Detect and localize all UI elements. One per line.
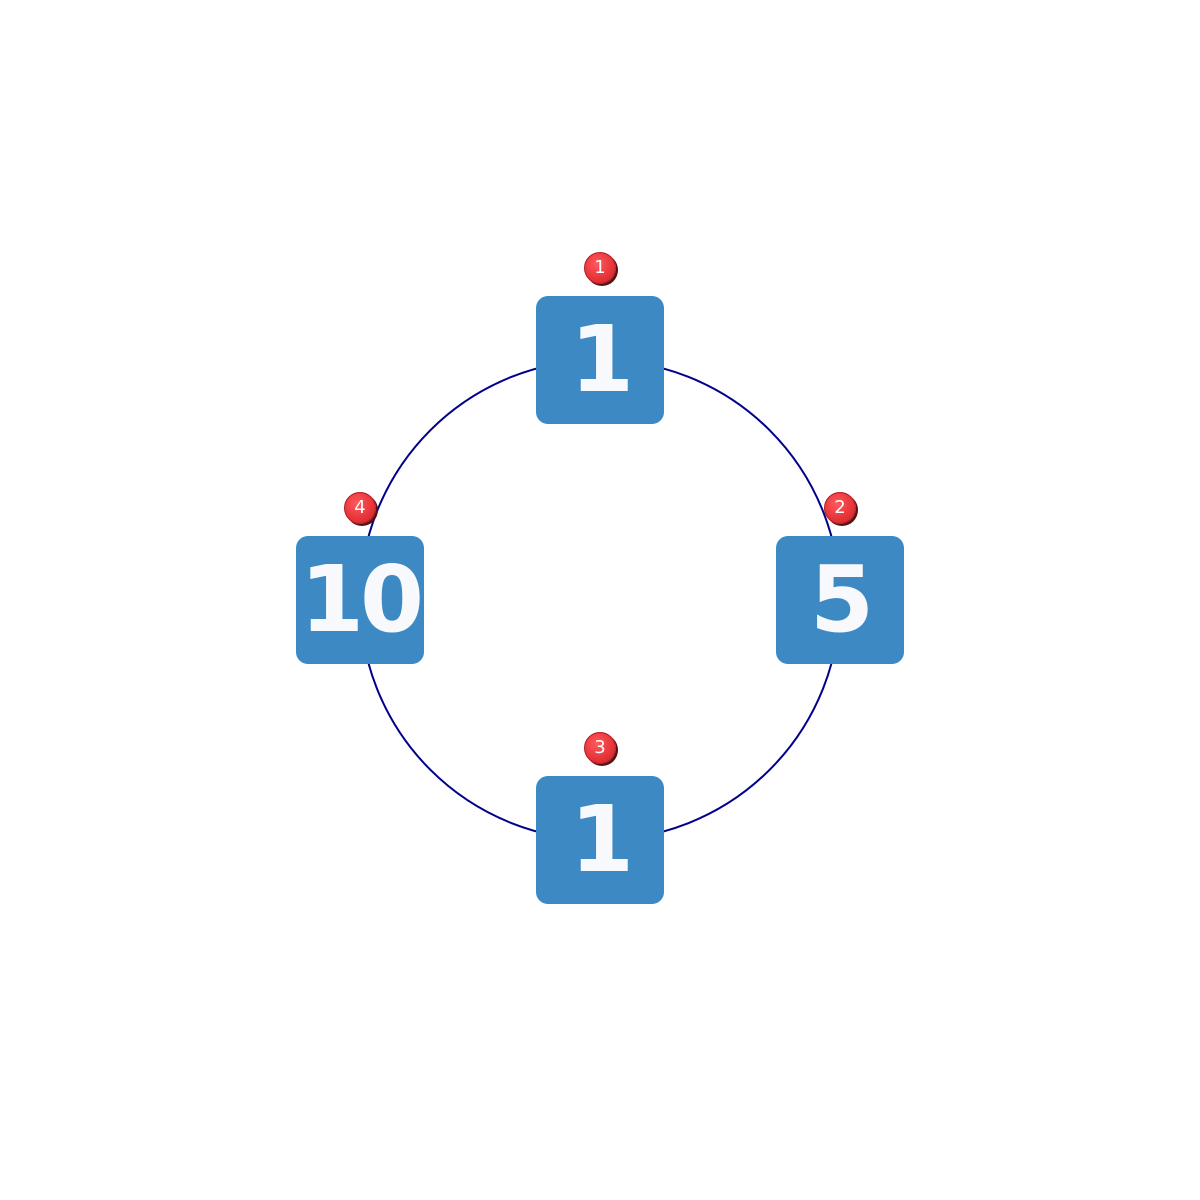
node-value-3: 1	[569, 786, 634, 893]
node-value-2: 5	[809, 546, 874, 653]
node-badge-label-3: 3	[594, 737, 606, 758]
node-tile-3: 1	[536, 776, 664, 904]
ring-circle	[359, 359, 841, 841]
node-tile-2: 5	[776, 536, 904, 664]
node-badge-1: 1	[584, 252, 616, 284]
node-badge-2: 2	[824, 492, 856, 524]
node-badge-3: 3	[584, 732, 616, 764]
node-value-4: 10	[299, 546, 424, 653]
node-tile-1: 1	[536, 296, 664, 424]
node-badge-4: 4	[344, 492, 376, 524]
node-badge-label-1: 1	[594, 257, 606, 278]
node-badge-label-4: 4	[354, 497, 366, 518]
node-tile-4: 10	[296, 536, 424, 664]
node-value-1: 1	[569, 306, 634, 413]
node-badge-label-2: 2	[834, 497, 846, 518]
